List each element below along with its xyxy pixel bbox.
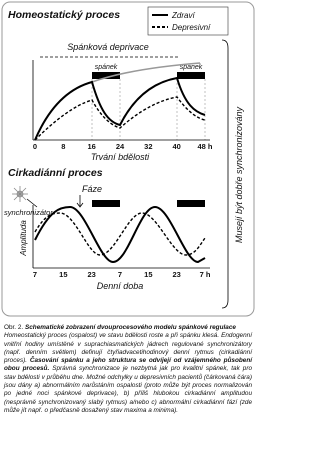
sun-icon <box>12 186 38 208</box>
bracket <box>221 39 229 309</box>
tick-labels: 0 8 16 24 32 40 48 h <box>33 142 213 151</box>
depressed-curve <box>34 96 206 141</box>
panel-title: Homeostatický proces <box>8 9 120 21</box>
healthy-curve <box>34 205 206 264</box>
caption-title: Schematické zobrazení dvouprocesového mo… <box>24 324 236 331</box>
legend-label: Depresivní <box>172 23 211 32</box>
tick-label: 15 <box>144 270 152 279</box>
legend-box <box>147 6 229 36</box>
tick-label: 7 <box>33 270 37 279</box>
axis-label: Trvání bdělosti <box>91 152 150 162</box>
panel-title: Cirkadiánní proces <box>8 167 103 179</box>
phase-label: Fáze <box>82 184 102 194</box>
sleep-label: spánek <box>180 64 203 71</box>
tick-label: 0 <box>33 142 37 151</box>
caption-number: Obr. 2. <box>4 324 24 331</box>
figure-frame <box>1 1 255 317</box>
legend-label: Zdraví <box>171 11 195 20</box>
sleep-bar <box>177 200 205 207</box>
annotation: Spánková deprivace <box>67 42 149 52</box>
page: Homeostatický proces Zdraví Depresivní S… <box>1 1 255 415</box>
axis-label: Denní doba <box>97 281 144 291</box>
tick-label: 8 <box>61 142 65 151</box>
sleep-label: spánek <box>95 64 118 71</box>
sleep-bar <box>92 200 120 207</box>
tick-label: 16 <box>87 142 95 151</box>
sleep-bar <box>177 72 205 79</box>
tick-label: 23 <box>87 270 95 279</box>
tick-label: 48 h <box>197 142 212 151</box>
healthy-curve <box>34 76 206 141</box>
phase-arrowhead <box>76 202 84 208</box>
tick-label: 7 h <box>200 270 211 279</box>
caption-text: Správná synchronizace je nezbytná jak pr… <box>4 365 253 414</box>
axis-label: Amplituda <box>19 220 28 257</box>
tick-label: 24 <box>116 142 125 151</box>
figure: Homeostatický proces Zdraví Depresivní S… <box>1 1 255 317</box>
tick-label: 32 <box>144 142 152 151</box>
side-label: Musejí být dobře synchronizovány <box>234 106 244 243</box>
caption: Obr. 2. Schematické zobrazení dvouproces… <box>4 324 252 415</box>
caption-text: Homeostatický proces (ospalost) ve stavu… <box>4 332 252 365</box>
tick-labels: 7 15 23 7 15 23 7 h <box>33 270 211 279</box>
caption-bold: Časování spánku a jeho struktura se odví… <box>4 357 252 373</box>
sleep-bar <box>92 72 120 79</box>
tick-label: 23 <box>172 270 180 279</box>
synchronizer-label: synchronizátor <box>4 208 53 217</box>
tick-label: 7 <box>118 270 122 279</box>
depressed-curve <box>34 212 206 256</box>
tick-label: 40 <box>172 142 180 151</box>
deprivation-curve <box>91 62 201 83</box>
tick-label: 15 <box>59 270 67 279</box>
